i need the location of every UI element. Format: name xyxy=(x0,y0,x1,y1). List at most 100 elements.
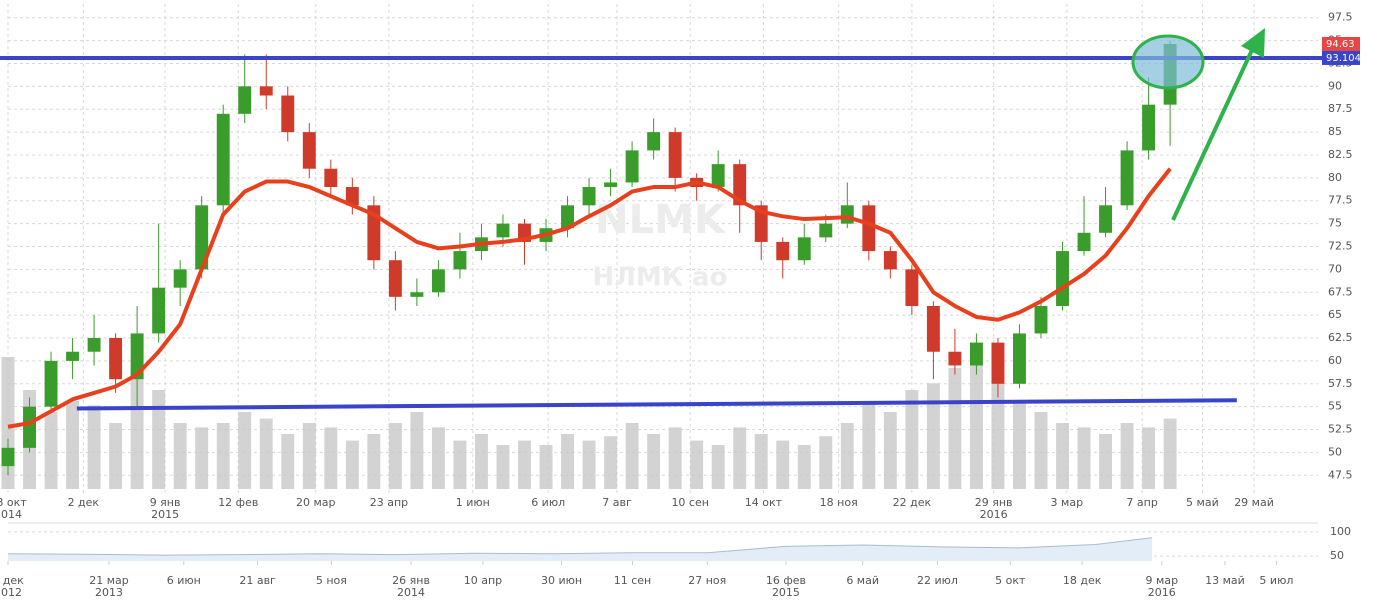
x-year-label: 2014 xyxy=(0,508,22,521)
volume-bar xyxy=(1013,401,1026,489)
candle-body xyxy=(797,237,811,261)
candle-body xyxy=(130,333,144,380)
volume-bar xyxy=(87,405,101,489)
last-price-tag xyxy=(1322,36,1360,51)
volume-bar xyxy=(539,445,553,489)
volume-bar xyxy=(668,427,682,489)
resistance-tag xyxy=(1322,50,1360,65)
volume-bar xyxy=(797,445,811,489)
volume-bar xyxy=(345,440,359,489)
x-tick-label: 7 апр xyxy=(1126,496,1157,509)
candle-body xyxy=(1,447,15,467)
trend-arrow xyxy=(1171,49,1254,221)
candle-body xyxy=(582,187,596,206)
candle-body xyxy=(905,269,919,306)
nav-x-tick-label: 7 дек xyxy=(0,574,24,587)
x-tick-label: 18 ноя xyxy=(820,496,858,509)
volume-bar xyxy=(1034,412,1048,489)
candle-body xyxy=(152,287,166,334)
x-year-label: 2016 xyxy=(980,508,1008,521)
nav-x-tick-label: 5 июл xyxy=(1259,574,1293,587)
x-tick-label: 28 окт xyxy=(0,496,27,509)
candle-body xyxy=(1077,232,1091,252)
y-tick-label: 87.5 xyxy=(1328,102,1353,115)
volume-bar xyxy=(388,423,402,489)
candle-body xyxy=(969,342,983,366)
watermark-layer: NLMK НЛМК ао xyxy=(593,197,728,293)
candle-body xyxy=(840,205,854,224)
volume-bar xyxy=(431,427,445,489)
candle-body xyxy=(647,132,661,151)
volume-bar xyxy=(44,412,58,489)
y-tick-label: 97.5 xyxy=(1328,11,1353,24)
volume-bar xyxy=(926,383,940,489)
candle-body xyxy=(388,260,402,297)
candle-body xyxy=(324,168,338,188)
volume-bar xyxy=(302,423,316,489)
candle-body xyxy=(668,132,682,178)
x-tick-label: 12 фев xyxy=(218,496,258,509)
nav-year-label: 2012 xyxy=(0,586,22,599)
y-tick-label: 82.5 xyxy=(1328,148,1353,161)
resistance-label: 93.104 xyxy=(1326,53,1361,64)
nav-x-tick-label: 5 окт xyxy=(995,574,1026,587)
volume-layer xyxy=(1,357,1177,561)
volume-bar xyxy=(195,427,209,489)
volume-bar xyxy=(173,423,187,489)
y-tick-label: 72.5 xyxy=(1328,240,1353,253)
volume-bar xyxy=(948,368,962,489)
y-tick-label: 52.5 xyxy=(1328,423,1353,436)
nav-x-tick-label: 21 авг xyxy=(239,574,276,587)
candle-body xyxy=(776,241,790,261)
volume-bar xyxy=(130,368,144,489)
y-tick-label: 50 xyxy=(1328,445,1342,458)
volume-bar xyxy=(453,440,467,489)
candle-body xyxy=(44,360,58,407)
volume-bar xyxy=(625,423,639,489)
x-tick-label: 5 май xyxy=(1186,496,1219,509)
nav-area xyxy=(8,537,1153,561)
volume-bar xyxy=(152,390,166,489)
volume-bar xyxy=(1120,423,1134,489)
candle-body xyxy=(1142,104,1156,151)
nav-x-tick-label: 11 сен xyxy=(614,574,652,587)
nav-year-label: 2013 xyxy=(95,586,123,599)
trend-arrow-head xyxy=(1241,28,1265,58)
x-tick-label: 29 янв xyxy=(975,496,1013,509)
nav-x-tick-label: 21 мар xyxy=(89,574,129,587)
nav-x-tick-label: 5 ноя xyxy=(316,574,347,587)
y-tick-label: 55 xyxy=(1328,400,1342,413)
volume-bar xyxy=(474,434,488,489)
volume-bar xyxy=(991,361,1005,489)
volume-bar xyxy=(518,440,531,489)
moving-average xyxy=(7,167,1172,429)
x-tick-label: 6 июл xyxy=(531,496,565,509)
volume-bar xyxy=(604,436,618,489)
nav-line xyxy=(7,537,1153,556)
y-tick-label: 60 xyxy=(1328,354,1342,367)
volume-bar xyxy=(216,423,230,489)
nav-year-label: 2015 xyxy=(772,586,800,599)
volume-bar xyxy=(1163,418,1177,489)
nav-x-tick-label: 22 июл xyxy=(917,574,958,587)
nav-x-tick-label: 10 апр xyxy=(464,574,502,587)
candle-body xyxy=(281,95,295,133)
x-tick-label: 7 авг xyxy=(602,496,632,509)
y-tick-label: 77.5 xyxy=(1328,194,1353,207)
volume-bar xyxy=(1099,434,1113,489)
support-line xyxy=(76,398,1237,411)
volume-bar xyxy=(690,440,704,489)
candle-body xyxy=(259,86,273,96)
volume-bar xyxy=(582,440,596,489)
y-tick-label: 80 xyxy=(1328,171,1342,184)
volume-bar xyxy=(1077,427,1091,489)
candle-body xyxy=(711,164,725,188)
nav-year-label: 2016 xyxy=(1148,586,1176,599)
candle-body xyxy=(496,223,510,238)
candle-body xyxy=(345,187,359,206)
candle-body xyxy=(66,351,80,361)
grid-layer: 47.5 50 52.5 55 57.5 60 62.5 65 67.5 70 72.5 75 77.5… xyxy=(0,4,1353,599)
x-tick-label: 1 июн xyxy=(456,496,490,509)
nav-x-tick-label: 30 июн xyxy=(541,574,582,587)
